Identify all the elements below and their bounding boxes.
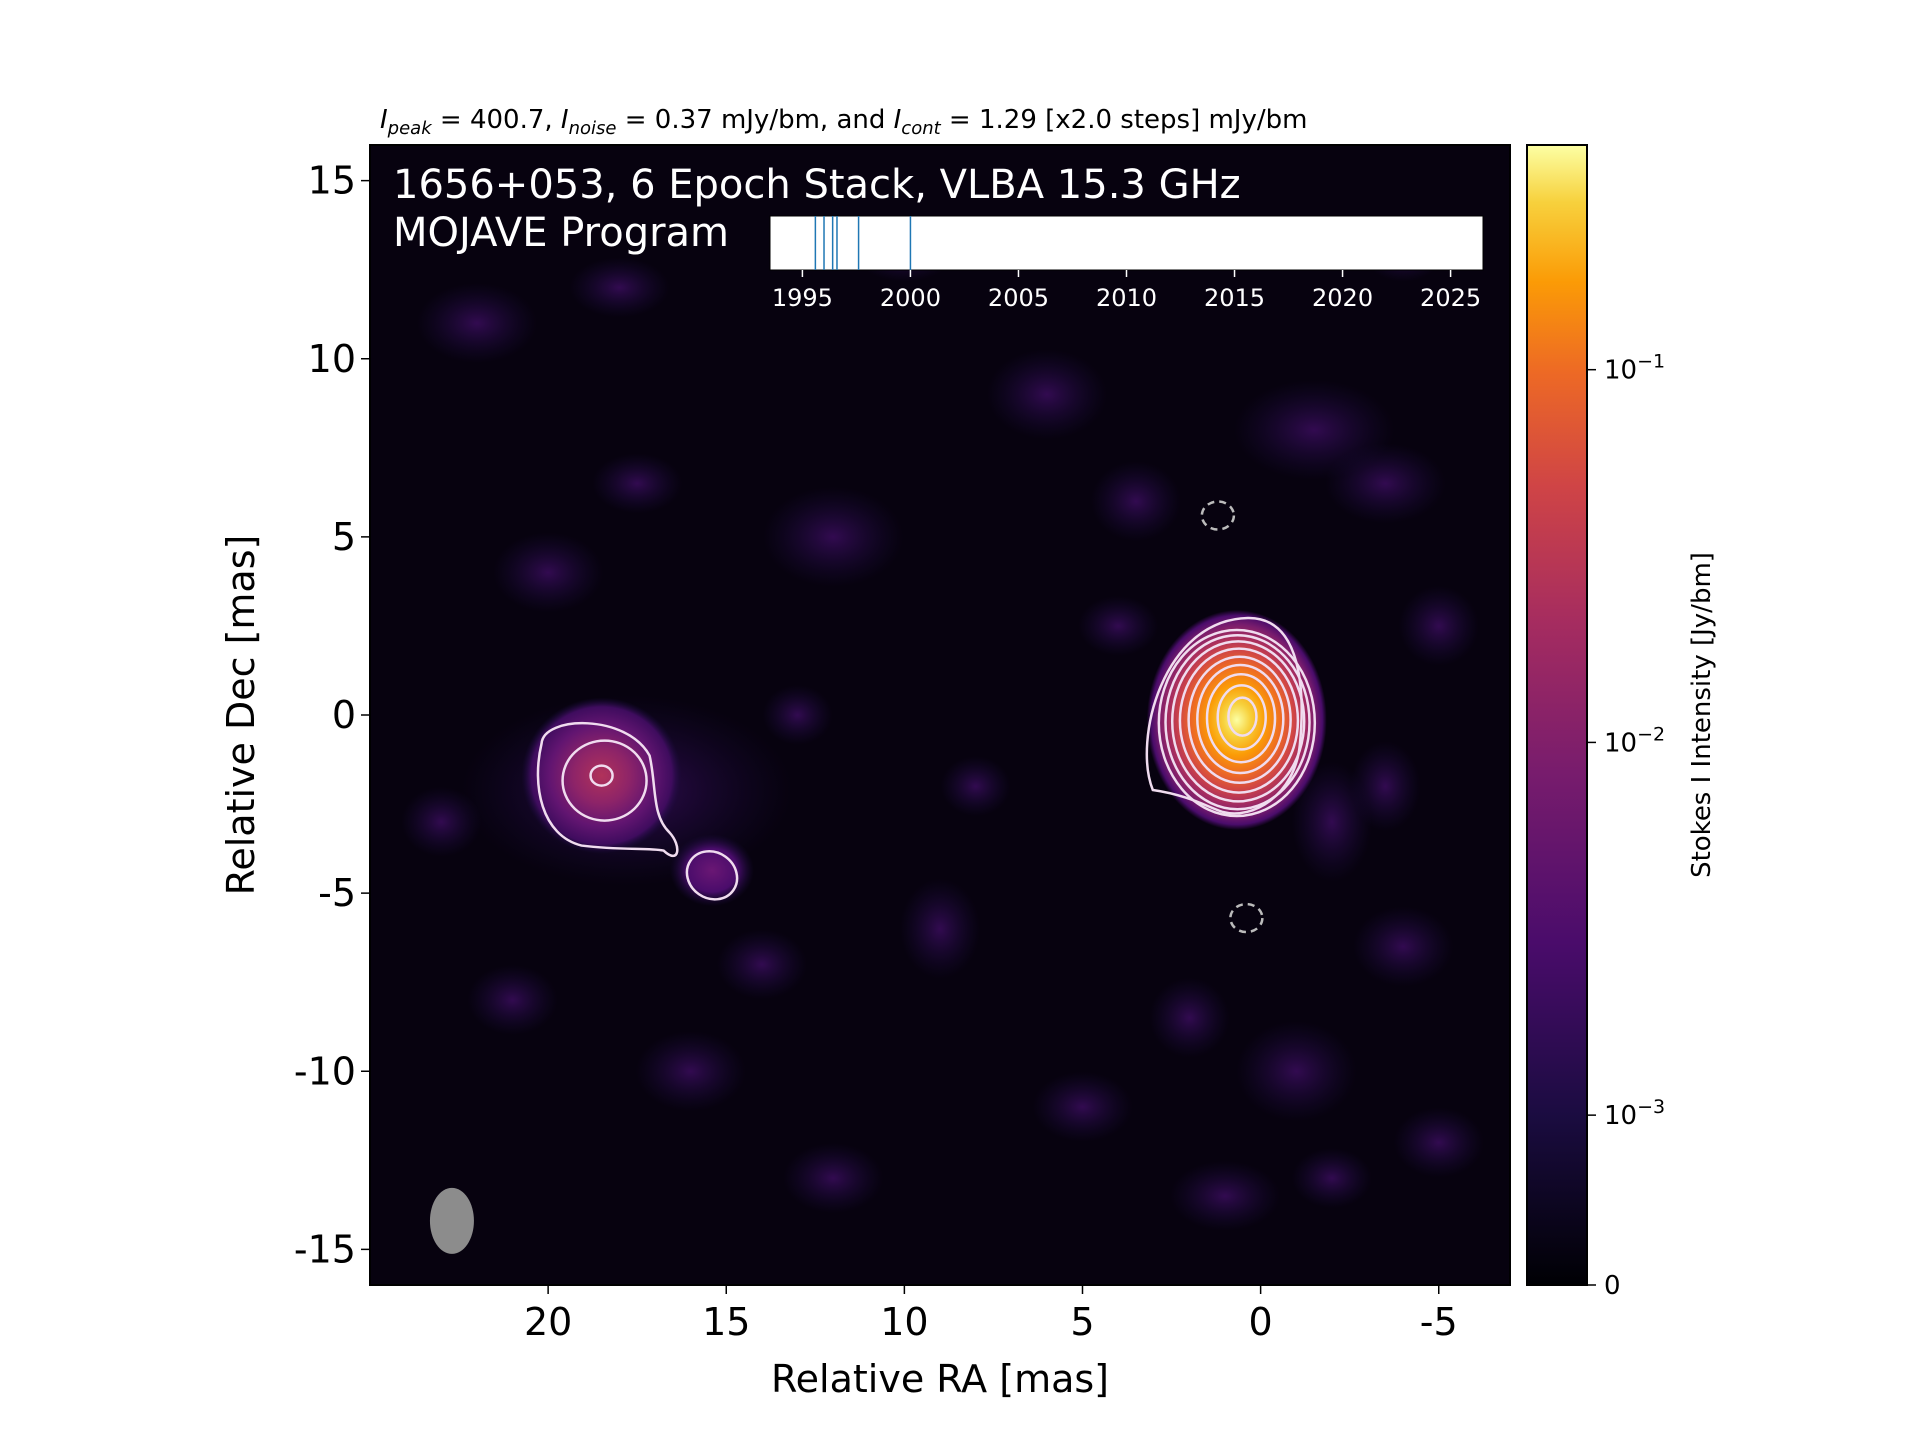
lobe-contour-outer	[536, 721, 679, 858]
core-contour	[1157, 628, 1317, 818]
noise-blob	[783, 1143, 884, 1214]
source-layer	[461, 610, 1327, 907]
y-tick-label: 5	[332, 515, 356, 559]
lobe-contour	[561, 739, 648, 822]
noise-blob	[1350, 741, 1421, 832]
noise-blob	[940, 756, 1011, 817]
core-contour	[1205, 672, 1277, 764]
core-contour	[1227, 696, 1258, 737]
noise-blob	[986, 349, 1107, 440]
colorbar-gradient	[1526, 144, 1588, 1286]
epoch-tick-label: 2025	[1420, 284, 1481, 312]
noise-blob	[1236, 1021, 1357, 1122]
noise-blob	[900, 878, 980, 979]
epoch-timeline: 1995 2000 2005 2010 2015 2020 2025	[769, 215, 1484, 312]
noise-blob	[493, 532, 604, 613]
program-title: MOJAVE Program	[393, 210, 729, 256]
colorbar: 0 10−3 10−2 10−1 Stokes I Intensity [Jy/bm]	[1526, 144, 1717, 1301]
noise-blob	[1398, 585, 1479, 666]
negative-contour	[1229, 902, 1264, 934]
noise-blob	[569, 257, 670, 318]
source-title: 1656+053, 6 Epoch Stack, VLBA 15.3 GHz	[393, 162, 1241, 208]
noise-blob	[716, 929, 807, 1000]
lobe-contour-inner	[589, 764, 614, 787]
colorbar-tick-label: 0	[1604, 1271, 1621, 1301]
noise-blob	[1149, 977, 1230, 1058]
epoch-tick-label: 2020	[1312, 284, 1373, 312]
contour-layer	[536, 500, 1317, 934]
noise-blob	[1291, 1148, 1372, 1209]
colorbar-tick-label: 10−2	[1604, 723, 1665, 758]
noise-blob	[592, 453, 683, 514]
x-axis-label: Relative RA [mas]	[771, 1357, 1109, 1401]
y-tick-label: 0	[332, 693, 356, 737]
x-tick-label: -5	[1420, 1300, 1458, 1344]
y-tick-label: -15	[294, 1227, 356, 1271]
knot-emission	[670, 834, 754, 907]
noise-blob	[1078, 595, 1159, 656]
x-tick-label: 10	[880, 1300, 928, 1344]
noise-blob	[635, 1031, 746, 1112]
epoch-tick-label: 2010	[1096, 284, 1157, 312]
x-tick-label: 20	[524, 1300, 572, 1344]
core-contour	[1178, 647, 1300, 794]
noise-blob	[762, 685, 833, 745]
core-contour	[1170, 640, 1306, 803]
noise-blob	[416, 283, 537, 364]
colorbar-tick-label: 10−3	[1604, 1096, 1665, 1131]
epoch-ticks: 1995 2000 2005 2010 2015 2020 2025	[772, 270, 1481, 312]
noise-blob	[1090, 461, 1181, 542]
epoch-timeline-box	[769, 215, 1484, 271]
beam-ellipse	[429, 1187, 474, 1254]
y-tick-label: -5	[318, 871, 356, 915]
colorbar-ticks: 0 10−3 10−2 10−1	[1587, 351, 1665, 1301]
noise-blob	[1353, 906, 1454, 987]
y-tick-label: 15	[308, 159, 356, 203]
epoch-tick-label: 2000	[880, 284, 941, 312]
colorbar-label: Stokes I Intensity [Jy/bm]	[1687, 552, 1717, 878]
x-tick-label: 5	[1070, 1300, 1094, 1344]
noise-blob	[1032, 1071, 1133, 1142]
epoch-tick-label: 1995	[772, 284, 833, 312]
y-axis-label: Relative Dec [mas]	[219, 535, 263, 896]
epoch-lines	[814, 216, 912, 270]
core-contour	[1164, 633, 1311, 811]
noise-layer	[401, 221, 1484, 1231]
header-text: Ipeak = 400.7, Inoise = 0.37 mJy/bm, and…	[380, 105, 1307, 139]
x-tick-label: 0	[1249, 1300, 1273, 1344]
knot-contour	[685, 850, 739, 901]
epoch-tick-label: 2015	[1204, 284, 1265, 312]
noise-blob	[1325, 443, 1446, 524]
noise-blob	[401, 786, 482, 857]
beam-layer	[429, 1187, 474, 1254]
noise-blob	[763, 486, 904, 587]
negative-contour	[1200, 500, 1236, 531]
core-contour	[1187, 655, 1292, 785]
epoch-tick-label: 2005	[988, 284, 1049, 312]
core-emission	[1146, 610, 1327, 830]
y-axis-ticks: 15 10 5 0 -5 -10 -15	[294, 159, 370, 1271]
noise-blob	[467, 965, 558, 1035]
x-tick-label: 15	[702, 1300, 750, 1344]
x-axis-ticks: 20 15 10 5 0 -5	[524, 1285, 1458, 1344]
y-tick-label: 10	[308, 337, 356, 381]
colorbar-tick-label: 10−1	[1604, 351, 1665, 386]
noise-blob	[1393, 1107, 1484, 1178]
noise-blob	[1170, 1160, 1280, 1231]
y-tick-label: -10	[294, 1049, 356, 1093]
lobe-emission	[521, 697, 682, 854]
core-contour	[1216, 684, 1267, 751]
core-contour	[1196, 663, 1285, 775]
